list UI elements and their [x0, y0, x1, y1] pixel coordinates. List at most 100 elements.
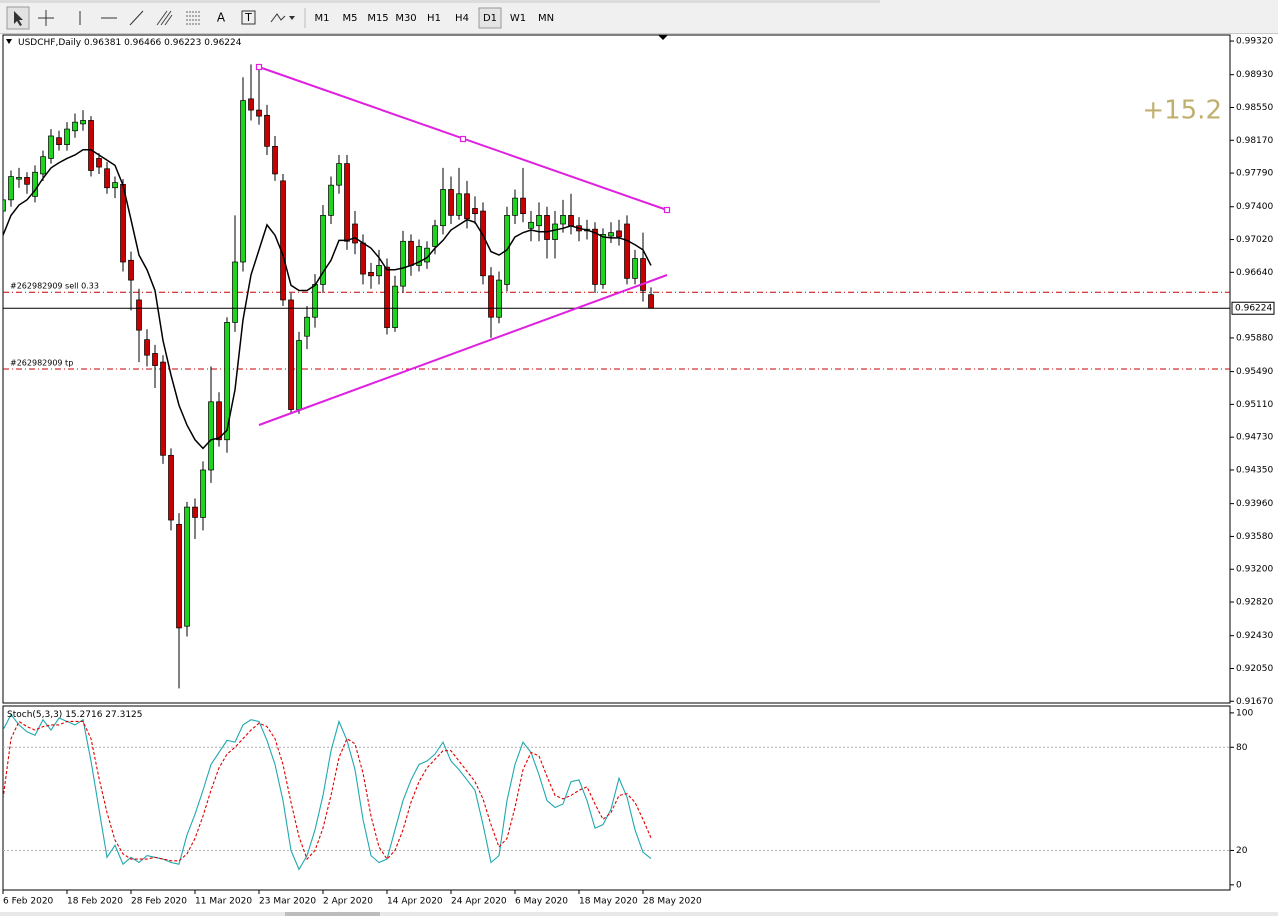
x-tick-label: 18 May 2020 [579, 897, 638, 907]
candle-body [432, 225, 438, 247]
candle-body [408, 240, 414, 266]
ohlc-open: 0.96381 [84, 38, 121, 48]
candle-body [536, 215, 542, 227]
candle-body [392, 285, 398, 328]
candle-body [280, 180, 286, 301]
symbol-label: USDCHF,Daily [18, 38, 82, 48]
profit-label: +15.2 [1142, 96, 1222, 126]
y-tick-label: 0.95490 [1236, 367, 1273, 377]
current-price-box [1231, 301, 1275, 315]
x-tick-label: 14 Apr 2020 [387, 897, 443, 907]
candle-body [456, 193, 462, 216]
candle-body [640, 258, 646, 291]
y-tick-label: 0.97400 [1236, 202, 1273, 212]
candle-body [232, 261, 238, 323]
candle-body [472, 208, 478, 215]
timeframe-button[interactable]: MN [538, 13, 554, 24]
y-tick-label: 0.95880 [1236, 333, 1273, 343]
y-tick-label: 0.93580 [1236, 532, 1273, 542]
candle-body [136, 299, 142, 331]
stoch-signal [3, 720, 652, 862]
timeframe-button[interactable]: M5 [343, 13, 358, 24]
candle-body [8, 176, 14, 201]
candle-body [112, 182, 118, 189]
candle-body [352, 223, 358, 244]
status-strip [0, 912, 1278, 916]
order-label: #262982909 sell 0.33 [10, 282, 99, 291]
toolbar-top-strip [0, 0, 880, 3]
candle-body [528, 221, 534, 229]
timeframe-button[interactable]: M1 [315, 13, 330, 24]
candle-body [560, 215, 566, 225]
y-tick-label: 100 [1236, 708, 1253, 718]
candle-body [552, 223, 558, 240]
timeframe-button[interactable]: H1 [427, 13, 441, 24]
stoch-panel [2, 705, 1231, 891]
arrows-button[interactable] [270, 13, 286, 23]
candle-body [192, 506, 198, 518]
y-tick-label: 0 [1236, 880, 1242, 890]
candle-body [648, 294, 654, 309]
stoch-main-value: 15.2716 [65, 710, 102, 720]
fibonacci-button[interactable] [186, 11, 200, 25]
candle-body [48, 135, 54, 159]
candle-body [496, 279, 502, 318]
candle-body [88, 120, 94, 171]
candle-body [376, 265, 382, 277]
current-price-label: 0.96224 [1235, 304, 1272, 314]
y-tick-label: 0.92820 [1236, 598, 1273, 608]
y-tick-label: 0.93960 [1236, 499, 1273, 509]
timeframe-button[interactable]: D1 [483, 13, 497, 24]
timeframe-button[interactable]: M15 [367, 13, 388, 24]
trendline-button[interactable] [129, 10, 144, 26]
timeframe-button[interactable]: H4 [455, 13, 469, 24]
text-tool[interactable]: A [217, 11, 226, 25]
x-tick-label: 23 Mar 2020 [259, 897, 316, 907]
toolbar: A T M1 M5 M15 M30 H1 H4 D1 W1 MN [0, 0, 1278, 34]
candle-body [248, 98, 254, 111]
y-tick-label: 0.97790 [1236, 169, 1273, 179]
candle-body [64, 128, 70, 145]
candle-body [16, 177, 22, 180]
y-tick-label: 0.98550 [1236, 103, 1273, 113]
candle-body [384, 266, 390, 328]
candle-body [224, 322, 230, 441]
y-tick-label: 0.94350 [1236, 465, 1273, 475]
candle-body [184, 506, 190, 627]
candle-body [272, 145, 278, 175]
timeframe-button[interactable]: W1 [510, 13, 526, 24]
y-tick-label: 0.95110 [1236, 400, 1273, 410]
crosshair-button[interactable] [38, 10, 54, 26]
stoch-signal-value: 27.3125 [105, 710, 142, 720]
x-tick-label: 11 Mar 2020 [195, 897, 252, 907]
candle-body [128, 259, 134, 281]
lower-trendline [258, 274, 668, 426]
candle-body [368, 271, 374, 277]
candle-body [512, 197, 518, 216]
stoch-header: Stoch(5,3,3) 15.2716 27.3125 [7, 710, 143, 720]
candle-body [312, 284, 318, 318]
x-tick-label: 6 May 2020 [515, 897, 568, 907]
moving-average [3, 149, 652, 450]
label-tool[interactable]: T [244, 11, 252, 24]
candle-body [440, 189, 446, 227]
scroll-thumb[interactable] [285, 912, 380, 916]
timeframe-button[interactable]: M30 [395, 13, 416, 24]
candle-body [152, 353, 158, 366]
trendline-handle [663, 206, 671, 214]
y-tick-label: 0.92050 [1236, 664, 1273, 674]
x-tick-label: 28 Feb 2020 [131, 897, 187, 907]
channel-button[interactable] [156, 10, 173, 26]
order-label: #262982909 tp [10, 359, 73, 368]
arrows-dropdown[interactable] [289, 16, 295, 20]
candle-body [264, 114, 270, 147]
main-plot: #262982909 sell 0.33 #262982909 tp [3, 64, 1230, 689]
y-tick-label: 0.98930 [1236, 70, 1273, 80]
trendline-handle [459, 135, 467, 143]
candle-body [216, 401, 222, 441]
triangle-pattern [255, 63, 671, 426]
candle-body [568, 215, 574, 227]
y-tick-label: 0.93200 [1236, 565, 1273, 575]
candle-body [336, 163, 342, 186]
